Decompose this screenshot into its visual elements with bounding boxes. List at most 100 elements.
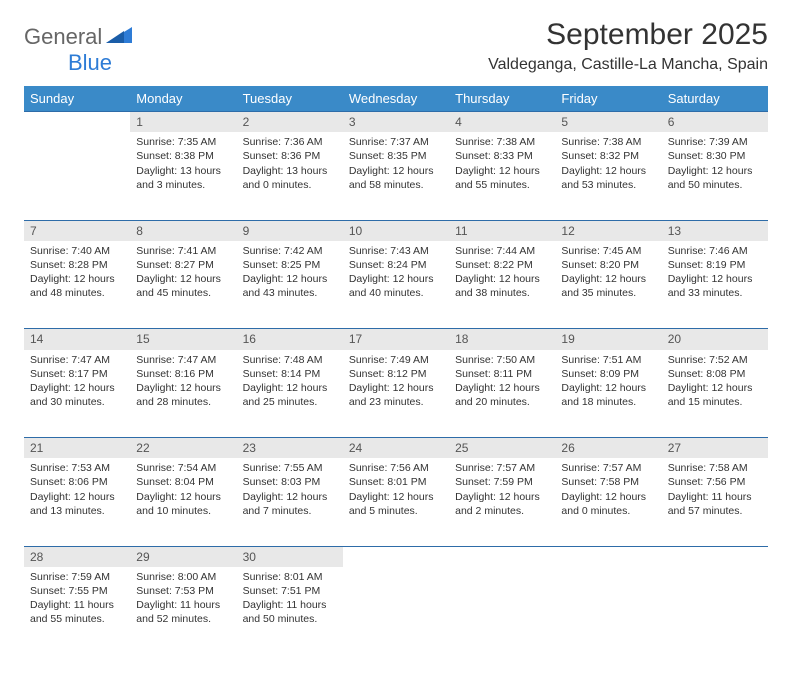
sunrise-line: Sunrise: 7:48 AM (243, 353, 337, 367)
title-block: September 2025 Valdeganga, Castille-La M… (488, 18, 768, 74)
sunset-line: Sunset: 8:28 PM (30, 258, 124, 272)
sunset-line: Sunset: 8:24 PM (349, 258, 443, 272)
daylight-line: Daylight: 12 hours and 2 minutes. (455, 490, 549, 518)
day-number-empty (449, 546, 555, 567)
daylight-line: Daylight: 12 hours and 18 minutes. (561, 381, 655, 409)
day-cell-content: Sunrise: 7:50 AMSunset: 8:11 PMDaylight:… (449, 350, 555, 416)
day-cell: Sunrise: 7:43 AMSunset: 8:24 PMDaylight:… (343, 241, 449, 329)
sunrise-line: Sunrise: 7:51 AM (561, 353, 655, 367)
day-cell: Sunrise: 7:52 AMSunset: 8:08 PMDaylight:… (662, 350, 768, 438)
day-cell-content: Sunrise: 7:59 AMSunset: 7:55 PMDaylight:… (24, 567, 130, 633)
day-cell-content: Sunrise: 7:39 AMSunset: 8:30 PMDaylight:… (662, 132, 768, 198)
day-cell-content: Sunrise: 7:40 AMSunset: 8:28 PMDaylight:… (24, 241, 130, 307)
calendar-table: SundayMondayTuesdayWednesdayThursdayFrid… (24, 86, 768, 655)
sunrise-line: Sunrise: 7:55 AM (243, 461, 337, 475)
sunset-line: Sunset: 8:38 PM (136, 149, 230, 163)
day-cell-content: Sunrise: 7:36 AMSunset: 8:36 PMDaylight:… (237, 132, 343, 198)
sunset-line: Sunset: 8:27 PM (136, 258, 230, 272)
day-cell: Sunrise: 7:59 AMSunset: 7:55 PMDaylight:… (24, 567, 130, 655)
day-cell-empty (662, 567, 768, 655)
sunset-line: Sunset: 8:32 PM (561, 149, 655, 163)
logo: General (24, 24, 134, 50)
daylight-line: Daylight: 12 hours and 25 minutes. (243, 381, 337, 409)
day-cell-content: Sunrise: 7:58 AMSunset: 7:56 PMDaylight:… (662, 458, 768, 524)
day-number: 10 (343, 220, 449, 241)
sunrise-line: Sunrise: 7:59 AM (30, 570, 124, 584)
day-cell: Sunrise: 7:36 AMSunset: 8:36 PMDaylight:… (237, 132, 343, 220)
sunset-line: Sunset: 8:03 PM (243, 475, 337, 489)
day-number: 17 (343, 329, 449, 350)
day-content-row: Sunrise: 7:40 AMSunset: 8:28 PM Daylight:… (24, 241, 768, 329)
day-cell: Sunrise: 7:50 AMSunset: 8:11 PMDaylight:… (449, 350, 555, 438)
day-number: 6 (662, 112, 768, 133)
day-cell: Sunrise: 7:47 AMSunset: 8:17 PMDaylight:… (24, 350, 130, 438)
day-number: 4 (449, 112, 555, 133)
day-cell-content: Sunrise: 7:56 AMSunset: 8:01 PMDaylight:… (343, 458, 449, 524)
day-cell: Sunrise: 7:40 AMSunset: 8:28 PMDaylight:… (24, 241, 130, 329)
sunset-line: Sunset: 8:11 PM (455, 367, 549, 381)
daylight-line: Daylight: 12 hours and 35 minutes. (561, 272, 655, 300)
daylight-line: Daylight: 12 hours and 45 minutes. (136, 272, 230, 300)
day-number: 21 (24, 438, 130, 459)
day-number: 25 (449, 438, 555, 459)
day-cell: Sunrise: 7:51 AMSunset: 8:09 PMDaylight:… (555, 350, 661, 438)
day-number: 16 (237, 329, 343, 350)
day-cell: Sunrise: 7:47 AMSunset: 8:16 PMDaylight:… (130, 350, 236, 438)
sunrise-line: Sunrise: 7:43 AM (349, 244, 443, 258)
sunrise-line: Sunrise: 7:39 AM (668, 135, 762, 149)
sunset-line: Sunset: 8:16 PM (136, 367, 230, 381)
day-cell: Sunrise: 7:54 AMSunset: 8:04 PMDaylight:… (130, 458, 236, 546)
day-cell-content: Sunrise: 7:53 AMSunset: 8:06 PMDaylight:… (24, 458, 130, 524)
sunset-line: Sunset: 7:53 PM (136, 584, 230, 598)
day-number: 24 (343, 438, 449, 459)
sunset-line: Sunset: 8:30 PM (668, 149, 762, 163)
sunrise-line: Sunrise: 7:47 AM (30, 353, 124, 367)
sunrise-line: Sunrise: 7:44 AM (455, 244, 549, 258)
day-number: 15 (130, 329, 236, 350)
sunrise-line: Sunrise: 8:00 AM (136, 570, 230, 584)
daylight-line: Daylight: 13 hours and 0 minutes. (243, 164, 337, 192)
sunrise-line: Sunrise: 7:41 AM (136, 244, 230, 258)
day-cell: Sunrise: 7:37 AMSunset: 8:35 PMDaylight:… (343, 132, 449, 220)
sunrise-line: Sunrise: 7:54 AM (136, 461, 230, 475)
daylight-line: Daylight: 12 hours and 0 minutes. (561, 490, 655, 518)
sunset-line: Sunset: 8:01 PM (349, 475, 443, 489)
daylight-line: Daylight: 12 hours and 33 minutes. (668, 272, 762, 300)
sunset-line: Sunset: 7:51 PM (243, 584, 337, 598)
sunset-line: Sunset: 7:55 PM (30, 584, 124, 598)
day-number: 23 (237, 438, 343, 459)
daylight-line: Daylight: 12 hours and 53 minutes. (561, 164, 655, 192)
sunrise-line: Sunrise: 7:46 AM (668, 244, 762, 258)
daylight-line: Daylight: 11 hours and 50 minutes. (243, 598, 337, 626)
sunrise-line: Sunrise: 7:40 AM (30, 244, 124, 258)
day-number: 26 (555, 438, 661, 459)
sunset-line: Sunset: 8:22 PM (455, 258, 549, 272)
day-number: 11 (449, 220, 555, 241)
sunset-line: Sunset: 8:35 PM (349, 149, 443, 163)
sunset-line: Sunset: 8:20 PM (561, 258, 655, 272)
day-cell-content: Sunrise: 7:48 AMSunset: 8:14 PMDaylight:… (237, 350, 343, 416)
day-cell: Sunrise: 7:58 AMSunset: 7:56 PMDaylight:… (662, 458, 768, 546)
day-cell-content: Sunrise: 8:01 AMSunset: 7:51 PMDaylight:… (237, 567, 343, 633)
day-content-row: Sunrise: 7:53 AMSunset: 8:06 PMDaylight:… (24, 458, 768, 546)
day-cell-content: Sunrise: 7:57 AMSunset: 7:58 PMDaylight:… (555, 458, 661, 524)
day-header: Thursday (449, 86, 555, 112)
day-content-row: Sunrise: 7:47 AMSunset: 8:17 PMDaylight:… (24, 350, 768, 438)
sunset-line: Sunset: 8:08 PM (668, 367, 762, 381)
day-cell-empty (449, 567, 555, 655)
logo-text-blue: Blue (68, 50, 112, 75)
daylight-line: Daylight: 12 hours and 55 minutes. (455, 164, 549, 192)
day-number: 13 (662, 220, 768, 241)
day-cell: Sunrise: 7:53 AMSunset: 8:06 PMDaylight:… (24, 458, 130, 546)
day-cell: Sunrise: 7:56 AMSunset: 8:01 PMDaylight:… (343, 458, 449, 546)
day-cell-content: Sunrise: 7:47 AMSunset: 8:16 PMDaylight:… (130, 350, 236, 416)
sunset-line: Sunset: 7:58 PM (561, 475, 655, 489)
day-cell: Sunrise: 8:00 AMSunset: 7:53 PMDaylight:… (130, 567, 236, 655)
sunrise-line: Sunrise: 7:56 AM (349, 461, 443, 475)
daylight-line: Daylight: 12 hours and 58 minutes. (349, 164, 443, 192)
day-number: 7 (24, 220, 130, 241)
day-number-row: 14151617181920 (24, 329, 768, 350)
day-content-row: Sunrise: 7:35 AMSunset: 8:38 PMDaylight:… (24, 132, 768, 220)
day-cell-content: Sunrise: 7:55 AMSunset: 8:03 PMDaylight:… (237, 458, 343, 524)
day-header: Monday (130, 86, 236, 112)
